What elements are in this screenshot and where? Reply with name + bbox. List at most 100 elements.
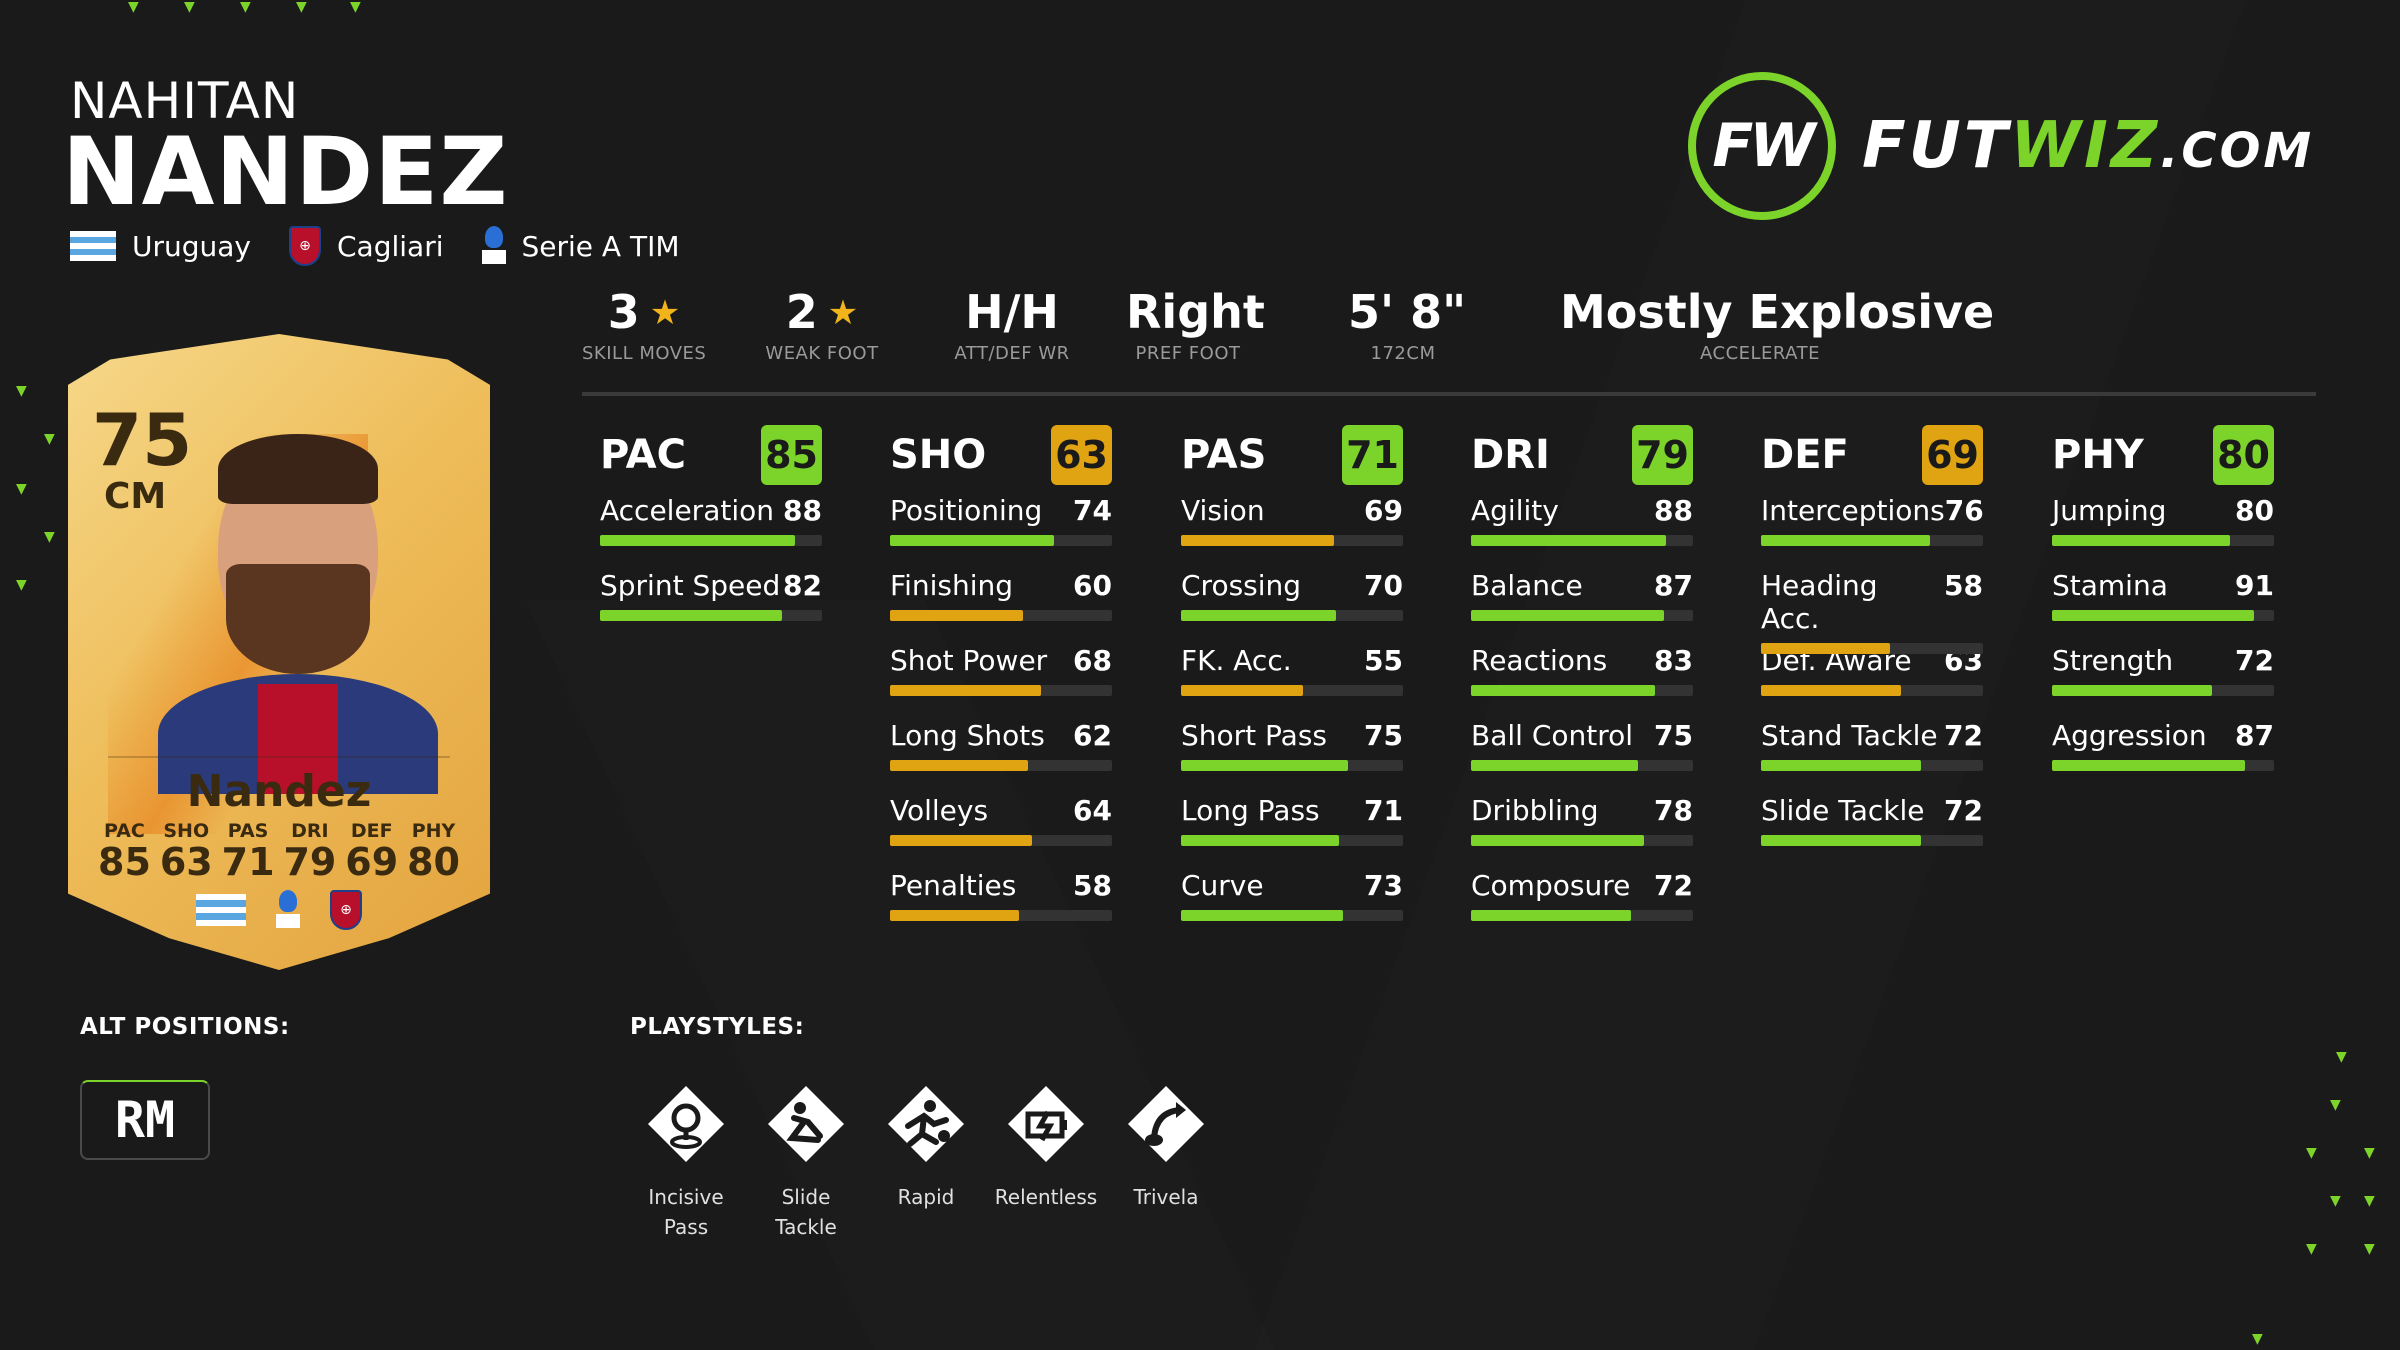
stat-bar-track	[1761, 685, 1983, 696]
stat-line: Slide Tackle 72	[1761, 794, 1983, 827]
stat-category-header: SHO 63	[890, 424, 1112, 486]
section-divider	[582, 392, 2316, 396]
stat-bar-track	[600, 610, 822, 621]
card-stat-value: 63	[159, 840, 213, 884]
stat-row: Strength 72	[2052, 636, 2274, 711]
stat-bar-fill	[1471, 535, 1667, 546]
stat-bar-fill	[1471, 685, 1656, 696]
decor-triangle: ▼	[2306, 1145, 2317, 1161]
stat-bar-track	[1181, 760, 1403, 771]
card-stats: PAC 85 SHO 63 PAS 71 DRI 79 DEF 69 PHY 80	[98, 820, 460, 884]
stat-value: 74	[1073, 494, 1112, 527]
stat-bar-track	[1471, 610, 1693, 621]
stat-label: Stamina	[2052, 569, 2168, 602]
stat-label: Stand Tackle	[1761, 719, 1938, 752]
stat-value: 72	[1944, 794, 1983, 827]
stat-bar-fill	[1471, 835, 1645, 846]
decor-triangle: ▼	[16, 577, 27, 593]
stat-value: 62	[1073, 719, 1112, 752]
playstyle-slide-tackle[interactable]: Slide Tackle	[746, 1082, 866, 1242]
stat-row: Composure 72	[1471, 861, 1693, 936]
stat-value: 58	[1073, 869, 1112, 902]
player-photo-hair	[218, 434, 378, 504]
stat-label: Slide Tackle	[1761, 794, 1925, 827]
stat-category-name: DRI	[1471, 432, 1550, 478]
decor-triangle: ▼	[2306, 1241, 2317, 1257]
playstyles-list: Incisive Pass Slide Tackle Rapid Relentl…	[626, 1082, 1226, 1242]
height-label: 172CM	[1370, 343, 1436, 364]
stat-row: Vision 69	[1181, 486, 1403, 561]
stat-bar-track	[890, 910, 1112, 921]
stat-value: 82	[783, 569, 822, 602]
stat-bar-fill	[600, 535, 796, 546]
stat-label: Curve	[1181, 869, 1264, 902]
playstyle-label: Incisive Pass	[648, 1185, 724, 1239]
preferred-foot: Right PREF FOOT	[1126, 285, 1265, 364]
stat-row: Curve 73	[1181, 861, 1403, 936]
stat-value: 72	[1944, 719, 1983, 752]
stat-line: Agility 88	[1471, 494, 1693, 527]
preferred-foot-label: PREF FOOT	[1135, 343, 1241, 364]
stat-line: Long Shots 62	[890, 719, 1112, 752]
stat-bar-track	[1471, 910, 1693, 921]
stat-label: Dribbling	[1471, 794, 1599, 827]
stat-row: Heading Acc. 58	[1761, 561, 1983, 654]
stat-value: 72	[1654, 869, 1693, 902]
nation-link[interactable]: Uruguay	[70, 230, 251, 263]
club-link[interactable]: ⊕ Cagliari	[289, 226, 444, 266]
stat-line: Penalties 58	[890, 869, 1112, 902]
rapid-icon	[888, 1086, 964, 1162]
stat-label: Aggression	[2052, 719, 2207, 752]
stat-row: Stand Tackle 72	[1761, 711, 1983, 786]
card-stat-value: 71	[221, 840, 275, 884]
alt-position-rm[interactable]: RM	[80, 1080, 210, 1160]
card-rating: 75	[92, 398, 193, 482]
league-link[interactable]: Serie A TIM	[481, 226, 680, 266]
stat-row: Reactions 83	[1471, 636, 1693, 711]
player-photo-shirt	[258, 684, 338, 794]
playstyle-incisive-pass[interactable]: Incisive Pass	[626, 1082, 746, 1242]
stat-row: Long Pass 71	[1181, 786, 1403, 861]
stat-label: Strength	[2052, 644, 2174, 677]
stat-line: Strength 72	[2052, 644, 2274, 677]
playstyle-label: Relentless	[994, 1185, 1098, 1209]
playstyle-rapid[interactable]: Rapid	[866, 1082, 986, 1242]
futwiz-logo[interactable]: FW FUTWIZ.COM	[1688, 72, 2314, 220]
stat-line: Volleys 64	[890, 794, 1112, 827]
stat-bar-fill	[1181, 760, 1348, 771]
stat-category-name: SHO	[890, 432, 987, 478]
league-label: Serie A TIM	[521, 229, 680, 263]
stat-bar-track	[1761, 535, 1983, 546]
stat-category-name: PHY	[2052, 432, 2144, 478]
stat-bar-fill	[890, 685, 1041, 696]
stat-label: Heading Acc.	[1761, 569, 1878, 635]
work-rate-value: H/H	[965, 285, 1059, 339]
work-rate-label: ATT/DEF WR	[954, 343, 1070, 364]
preferred-foot-value: Right	[1126, 285, 1265, 339]
stat-bar-track	[1471, 535, 1693, 546]
stat-row: Penalties 58	[890, 861, 1112, 936]
playstyle-relentless[interactable]: Relentless	[986, 1082, 1106, 1242]
decor-triangle: ▼	[2330, 1193, 2341, 1209]
logo-ring-icon: FW	[1688, 72, 1836, 220]
stat-bar-fill	[890, 910, 1019, 921]
stat-line: Curve 73	[1181, 869, 1403, 902]
decor-triangle: ▼	[2252, 1331, 2263, 1347]
playstyle-trivela[interactable]: Trivela	[1106, 1082, 1226, 1242]
stat-line: Heading Acc. 58	[1761, 569, 1983, 635]
stat-row: Ball Control 75	[1471, 711, 1693, 786]
stat-category-name: PAC	[600, 432, 686, 478]
stat-label: Jumping	[2052, 494, 2167, 527]
stat-row: Shot Power 68	[890, 636, 1112, 711]
height-value: 5' 8"	[1348, 285, 1467, 339]
stat-category-badge: 71	[1342, 425, 1403, 485]
stat-line: Shot Power 68	[890, 644, 1112, 677]
stat-bar-track	[890, 835, 1112, 846]
club-crest-icon: ⊕	[289, 226, 321, 266]
stat-bar-fill	[890, 835, 1033, 846]
stat-value: 87	[2235, 719, 2274, 752]
card-player-name: Nandez	[186, 766, 372, 817]
stat-label: Vision	[1181, 494, 1265, 527]
card-stat-key: DRI	[291, 820, 329, 842]
card-stat-def: DEF 69	[345, 820, 398, 884]
